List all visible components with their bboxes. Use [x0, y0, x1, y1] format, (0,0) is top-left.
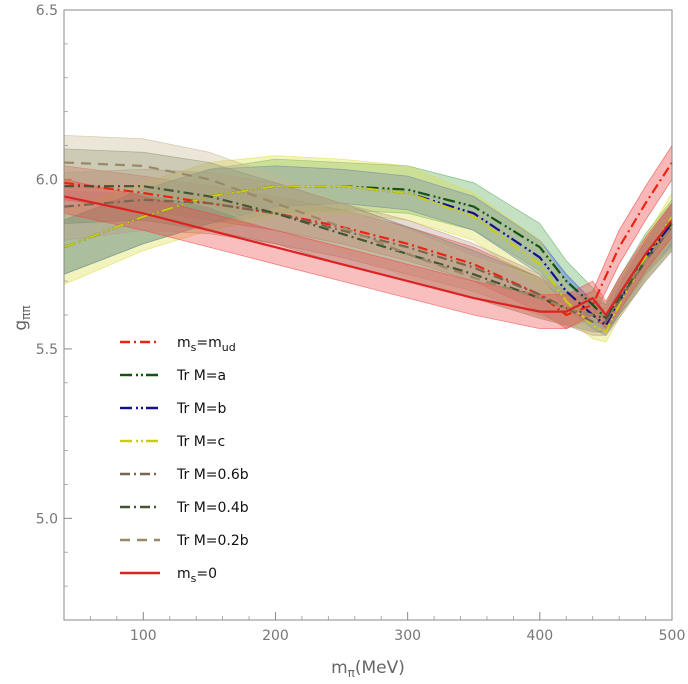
y-tick-label-3: 6.5 [36, 3, 58, 19]
legend: ms=mud Tr M=a Tr M=b Tr M=c Tr M=0.6b Tr M=0.… [120, 335, 249, 585]
series-line-7 [63, 195, 673, 317]
y-tick-label-2: 6.0 [36, 172, 58, 188]
y-axis-title: gππ [11, 305, 33, 330]
series-line-4 [63, 198, 673, 323]
x-axis-title-sub: π [348, 666, 355, 680]
series-line-5 [64, 185, 673, 320]
x-tick-label-4: 500 [659, 628, 686, 644]
series-lines [63, 161, 673, 334]
legend-label-4: Tr M=0.6b [176, 467, 249, 483]
y-axis-title-sub: ππ [19, 305, 33, 319]
y-axis-title-main: g [11, 320, 31, 331]
legend-label-3: Tr M=c [176, 434, 225, 450]
x-tick-label-2: 300 [394, 628, 421, 644]
legend-label-0: ms=mud [177, 335, 236, 354]
legend-label-6: Tr M=0.2b [176, 533, 249, 549]
legend-label-1: Tr M=a [176, 368, 226, 384]
x-axis-title: mπ(MeV) [331, 658, 405, 680]
x-tick-label-0: 100 [130, 628, 157, 644]
y-tick-label-1: 5.5 [36, 342, 58, 358]
legend-label-2: Tr M=b [176, 401, 227, 417]
x-axis-title-main: m [331, 658, 348, 678]
axis-ticks: 100 200 300 400 500 5.0 5.5 6.0 6.5 [36, 3, 686, 644]
x-tick-label-1: 200 [262, 628, 289, 644]
y-tick-label-0: 5.0 [36, 511, 58, 527]
series-line-3 [63, 185, 673, 334]
legend-label-5: Tr M=0.4b [176, 500, 249, 516]
x-tick-label-3: 400 [526, 628, 553, 644]
x-axis-title-unit: (MeV) [355, 658, 405, 678]
legend-label-7: ms=0 [177, 566, 217, 585]
